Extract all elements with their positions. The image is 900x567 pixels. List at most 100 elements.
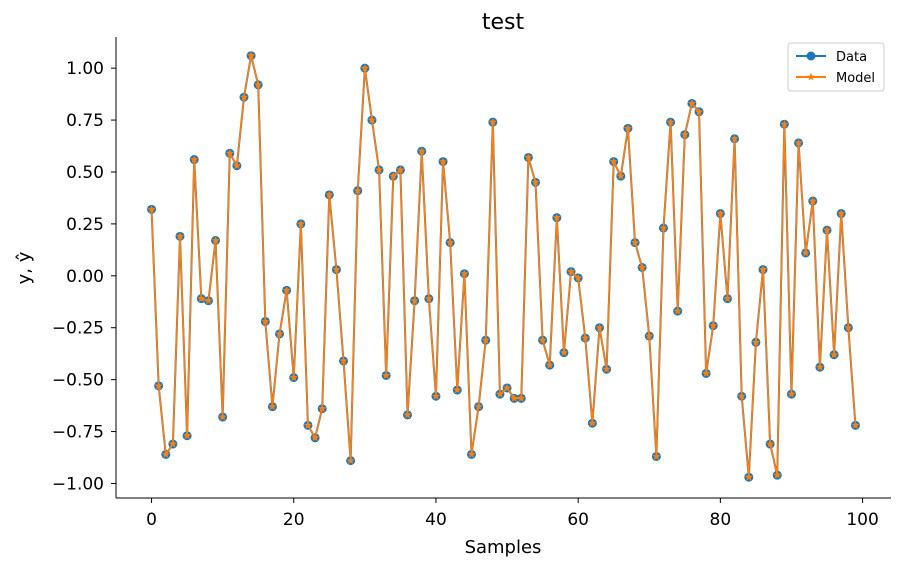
model-point	[254, 80, 263, 89]
model-point	[588, 419, 597, 427]
x-tick-label: 100	[846, 510, 878, 530]
model-point	[474, 402, 483, 411]
y-tick-label: 0.25	[66, 215, 104, 235]
model-point	[695, 107, 704, 116]
model-point	[303, 421, 312, 429]
model-point	[616, 171, 625, 180]
y-tick-label: 1.00	[66, 59, 104, 79]
model-point	[531, 178, 540, 186]
model-point	[602, 365, 611, 373]
model-point	[161, 450, 170, 458]
model-point	[431, 392, 440, 400]
model-point	[488, 117, 497, 126]
model-point	[517, 394, 526, 402]
model-point	[410, 296, 419, 305]
model-point	[325, 190, 334, 199]
y-tick-label: −1.00	[52, 474, 104, 494]
model-point	[176, 232, 184, 240]
model-point	[581, 333, 590, 342]
model-point	[751, 338, 760, 346]
model-point	[168, 439, 177, 448]
model-point	[232, 161, 241, 170]
model-point	[289, 373, 298, 381]
model-point	[808, 196, 817, 205]
model-point	[268, 402, 277, 411]
legend-label-model: Model	[836, 71, 875, 86]
x-tick-label: 0	[146, 510, 157, 530]
model-point	[638, 263, 647, 271]
plot-area: 0 20 40 60 80 100 −1.00 −0.75 −0.50 −0.25 0.00 0.2…	[52, 37, 891, 530]
model-point	[823, 225, 831, 234]
model-point	[794, 138, 803, 147]
model-point	[780, 120, 789, 128]
model-point	[609, 157, 618, 165]
model-point	[652, 452, 661, 460]
model-point	[844, 323, 853, 332]
model-point	[680, 130, 689, 138]
model-point	[367, 115, 376, 124]
x-tick-label: 60	[567, 510, 589, 530]
model-point	[659, 223, 668, 232]
model-point	[446, 238, 455, 246]
x-axis-label: Samples	[465, 537, 542, 558]
y-tick-label: −0.75	[52, 423, 104, 443]
model-point	[623, 124, 632, 132]
model-point	[837, 209, 846, 217]
y-tick-label: −0.25	[52, 319, 104, 339]
model-point	[147, 205, 156, 213]
model-point	[730, 134, 739, 143]
model-point	[744, 473, 753, 481]
model-point	[190, 155, 199, 163]
model-point	[510, 394, 519, 402]
model-point	[218, 412, 227, 421]
model-point	[204, 296, 213, 305]
legend-marker-data	[806, 51, 816, 61]
model-point	[375, 165, 384, 174]
legend: Data Model	[787, 42, 885, 92]
model-point	[239, 93, 248, 101]
model-point	[545, 360, 554, 369]
model-point	[417, 147, 426, 155]
model-point	[282, 286, 291, 294]
model-point	[197, 294, 206, 303]
model-point	[815, 362, 824, 371]
model-point	[439, 157, 448, 165]
model-point	[339, 356, 348, 365]
model-point	[702, 369, 711, 377]
y-tick-label: 0.00	[66, 267, 104, 287]
x-tick-label: 40	[425, 510, 447, 530]
model-point	[687, 99, 696, 107]
star-marker-icon	[807, 72, 815, 81]
model-point	[311, 433, 320, 442]
model-point	[801, 248, 810, 257]
model-point	[559, 348, 568, 357]
model-point	[567, 267, 576, 276]
model-point	[346, 456, 355, 465]
model-point	[645, 331, 654, 340]
model-point	[631, 238, 640, 246]
model-point	[830, 350, 839, 359]
model-point	[360, 63, 369, 72]
model-point	[261, 317, 270, 325]
x-tick-label: 20	[283, 510, 305, 530]
model-point	[247, 51, 256, 60]
model-point	[503, 383, 512, 392]
legend-label-data: Data	[836, 50, 867, 65]
model-point	[552, 213, 561, 222]
model-point	[666, 117, 675, 126]
model-point	[296, 219, 305, 228]
model-point	[538, 335, 547, 344]
model-point	[766, 439, 775, 448]
model-point	[773, 470, 782, 479]
model-point	[759, 265, 768, 273]
y-axis-label: y, ŷ	[14, 251, 35, 284]
model-point	[183, 431, 192, 440]
model-point	[460, 269, 469, 278]
model-point	[332, 265, 341, 273]
model-point	[467, 450, 476, 458]
model-point	[453, 385, 462, 394]
model-point	[424, 294, 433, 303]
model-point	[524, 153, 533, 161]
y-ticks: −1.00 −0.75 −0.50 −0.25 0.00 0.25 0.50 0.75 1.00	[52, 59, 116, 494]
